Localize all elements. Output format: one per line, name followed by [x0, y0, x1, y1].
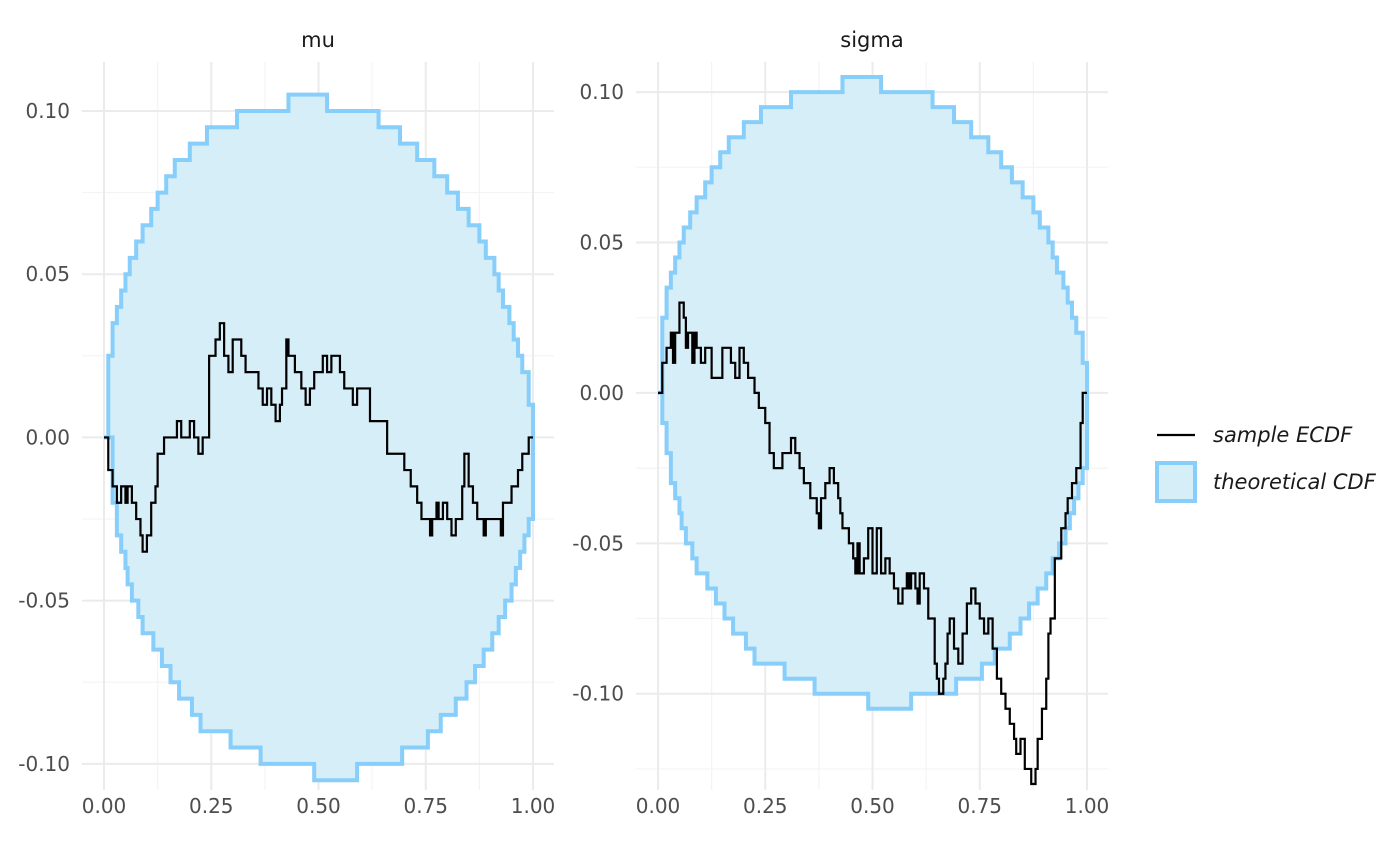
x-tick-label: 0.00	[636, 794, 681, 818]
x-tick-label: 0.50	[850, 794, 895, 818]
x-tick-label: 1.00	[511, 794, 556, 818]
x-tick-label: 0.50	[296, 794, 341, 818]
y-tick-label: 0.10	[579, 80, 624, 104]
y-tick-label: -0.10	[572, 682, 624, 706]
panel-title: mu	[301, 28, 335, 52]
y-tick-label: 0.05	[25, 262, 70, 286]
x-axis-ticks: 0.00 0.25 0.50 0.75 1.00	[82, 794, 556, 818]
x-tick-label: 0.25	[743, 794, 788, 818]
ecdf-line	[104, 322, 533, 553]
x-axis-ticks: 0.00 0.25 0.50 0.75 1.00	[636, 794, 1110, 818]
band-fill	[658, 77, 1087, 709]
theoretical-cdf-band	[658, 75, 1089, 711]
legend-label-band: theoretical CDF	[1213, 470, 1377, 494]
y-tick-label: 0.10	[25, 99, 70, 123]
x-tick-label: 1.00	[1065, 794, 1110, 818]
sample-ecdf-series	[658, 301, 1087, 786]
band-lower-edge	[104, 435, 535, 783]
y-tick-label: 0.00	[579, 381, 624, 405]
band-upper-edge	[104, 92, 535, 440]
band-fill	[104, 94, 533, 781]
x-tick-label: 0.25	[189, 794, 234, 818]
sample-ecdf-series	[104, 322, 533, 553]
band-upper-edge	[658, 75, 1089, 395]
y-axis-ticks: -0.10 -0.05 0.00 0.05 0.10	[18, 99, 70, 776]
panel-sigma: -0.10 -0.05 0.00 0.05 0.10 0.00 0.25 0.50 0.75 1…	[572, 28, 1109, 818]
legend: sample ECDF theoretical CDF	[1155, 423, 1377, 503]
y-tick-label: -0.05	[18, 589, 70, 613]
x-tick-label: 0.75	[957, 794, 1002, 818]
y-tick-label: 0.05	[579, 230, 624, 254]
y-tick-label: -0.05	[572, 531, 624, 555]
panel-mu: -0.10 -0.05 0.00 0.05 0.10 0.00 0.25 0.50 0.75 1…	[18, 28, 555, 818]
legend-label-ecdf: sample ECDF	[1213, 423, 1353, 447]
y-tick-label: 0.00	[25, 425, 70, 449]
ecdf-line	[658, 301, 1087, 786]
theoretical-cdf-band	[104, 92, 535, 783]
x-tick-label: 0.00	[82, 794, 127, 818]
legend-band-key	[1155, 461, 1197, 503]
x-tick-label: 0.75	[403, 794, 448, 818]
y-tick-label: -0.10	[18, 752, 70, 776]
y-axis-ticks: -0.10 -0.05 0.00 0.05 0.10	[572, 80, 624, 706]
panel-title: sigma	[840, 28, 903, 52]
